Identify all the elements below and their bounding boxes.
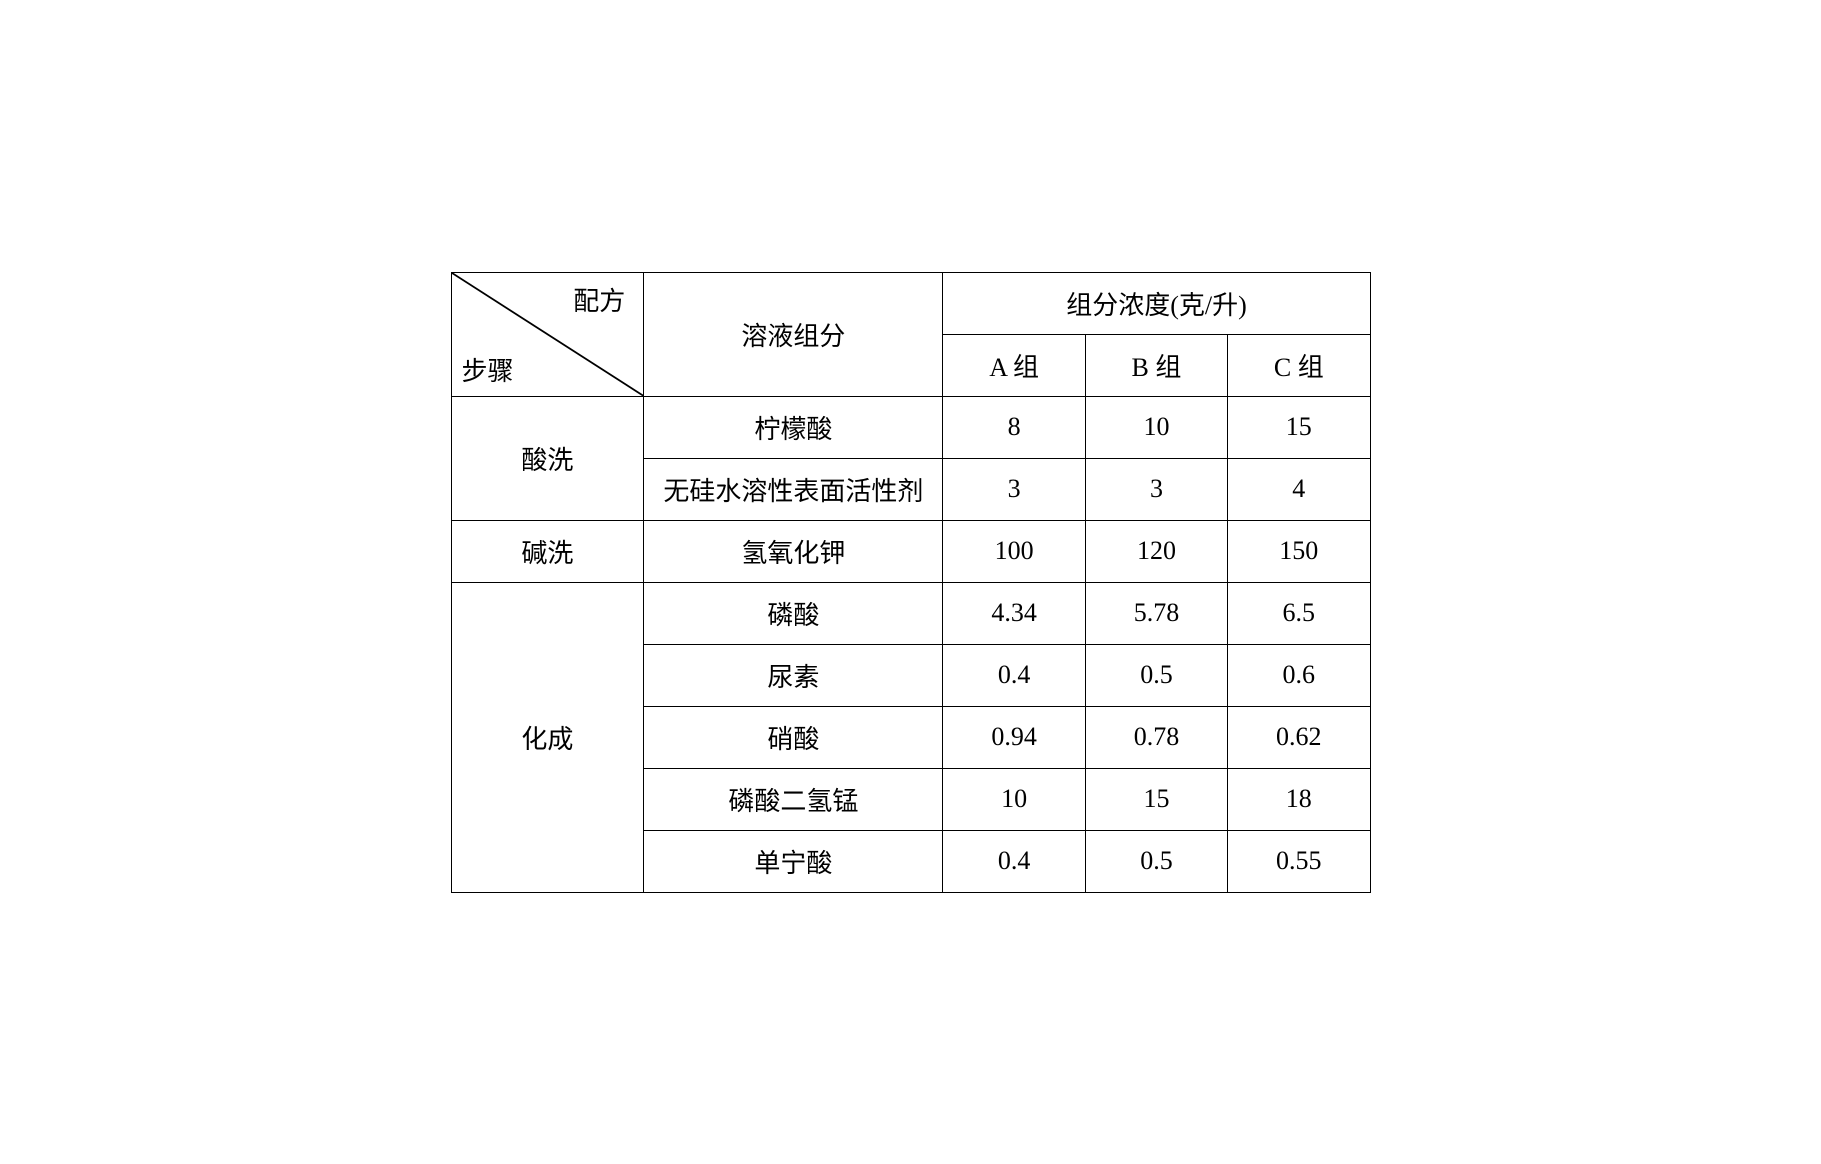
value-cell: 15: [1085, 768, 1227, 830]
table-row: 碱洗 氢氧化钾 100 120 150: [451, 520, 1370, 582]
data-table-container: 配方 步骤 溶液组分 组分浓度(克/升) A 组 B 组 C 组 酸洗 柠檬酸 …: [451, 272, 1371, 893]
value-cell: 0.62: [1228, 706, 1370, 768]
value-cell: 0.4: [943, 830, 1085, 892]
value-cell: 150: [1228, 520, 1370, 582]
value-cell: 0.4: [943, 644, 1085, 706]
step-cell: 酸洗: [451, 396, 644, 520]
diag-header-top: 配方: [573, 281, 625, 318]
component-cell: 无硅水溶性表面活性剂: [644, 458, 943, 520]
component-cell: 磷酸二氢锰: [644, 768, 943, 830]
value-cell: 4.34: [943, 582, 1085, 644]
value-cell: 120: [1085, 520, 1227, 582]
component-cell: 尿素: [644, 644, 943, 706]
value-cell: 0.55: [1228, 830, 1370, 892]
value-cell: 4: [1228, 458, 1370, 520]
component-cell: 氢氧化钾: [644, 520, 943, 582]
component-cell: 磷酸: [644, 582, 943, 644]
value-cell: 10: [943, 768, 1085, 830]
formula-table: 配方 步骤 溶液组分 组分浓度(克/升) A 组 B 组 C 组 酸洗 柠檬酸 …: [451, 272, 1371, 893]
value-cell: 0.5: [1085, 830, 1227, 892]
component-cell: 柠檬酸: [644, 396, 943, 458]
header-row-1: 配方 步骤 溶液组分 组分浓度(克/升): [451, 272, 1370, 334]
concentration-header: 组分浓度(克/升): [943, 272, 1370, 334]
component-cell: 单宁酸: [644, 830, 943, 892]
diag-header-bottom: 步骤: [462, 351, 514, 388]
value-cell: 0.5: [1085, 644, 1227, 706]
value-cell: 0.78: [1085, 706, 1227, 768]
table-row: 化成 磷酸 4.34 5.78 6.5: [451, 582, 1370, 644]
value-cell: 15: [1228, 396, 1370, 458]
group-header-c: C 组: [1228, 334, 1370, 396]
value-cell: 3: [943, 458, 1085, 520]
table-row: 酸洗 柠檬酸 8 10 15: [451, 396, 1370, 458]
step-cell: 化成: [451, 582, 644, 892]
value-cell: 6.5: [1228, 582, 1370, 644]
value-cell: 3: [1085, 458, 1227, 520]
value-cell: 18: [1228, 768, 1370, 830]
group-header-b: B 组: [1085, 334, 1227, 396]
diagonal-header-cell: 配方 步骤: [451, 272, 644, 396]
value-cell: 10: [1085, 396, 1227, 458]
value-cell: 0.6: [1228, 644, 1370, 706]
component-header: 溶液组分: [644, 272, 943, 396]
group-header-a: A 组: [943, 334, 1085, 396]
step-cell: 碱洗: [451, 520, 644, 582]
value-cell: 8: [943, 396, 1085, 458]
value-cell: 0.94: [943, 706, 1085, 768]
component-cell: 硝酸: [644, 706, 943, 768]
value-cell: 5.78: [1085, 582, 1227, 644]
value-cell: 100: [943, 520, 1085, 582]
